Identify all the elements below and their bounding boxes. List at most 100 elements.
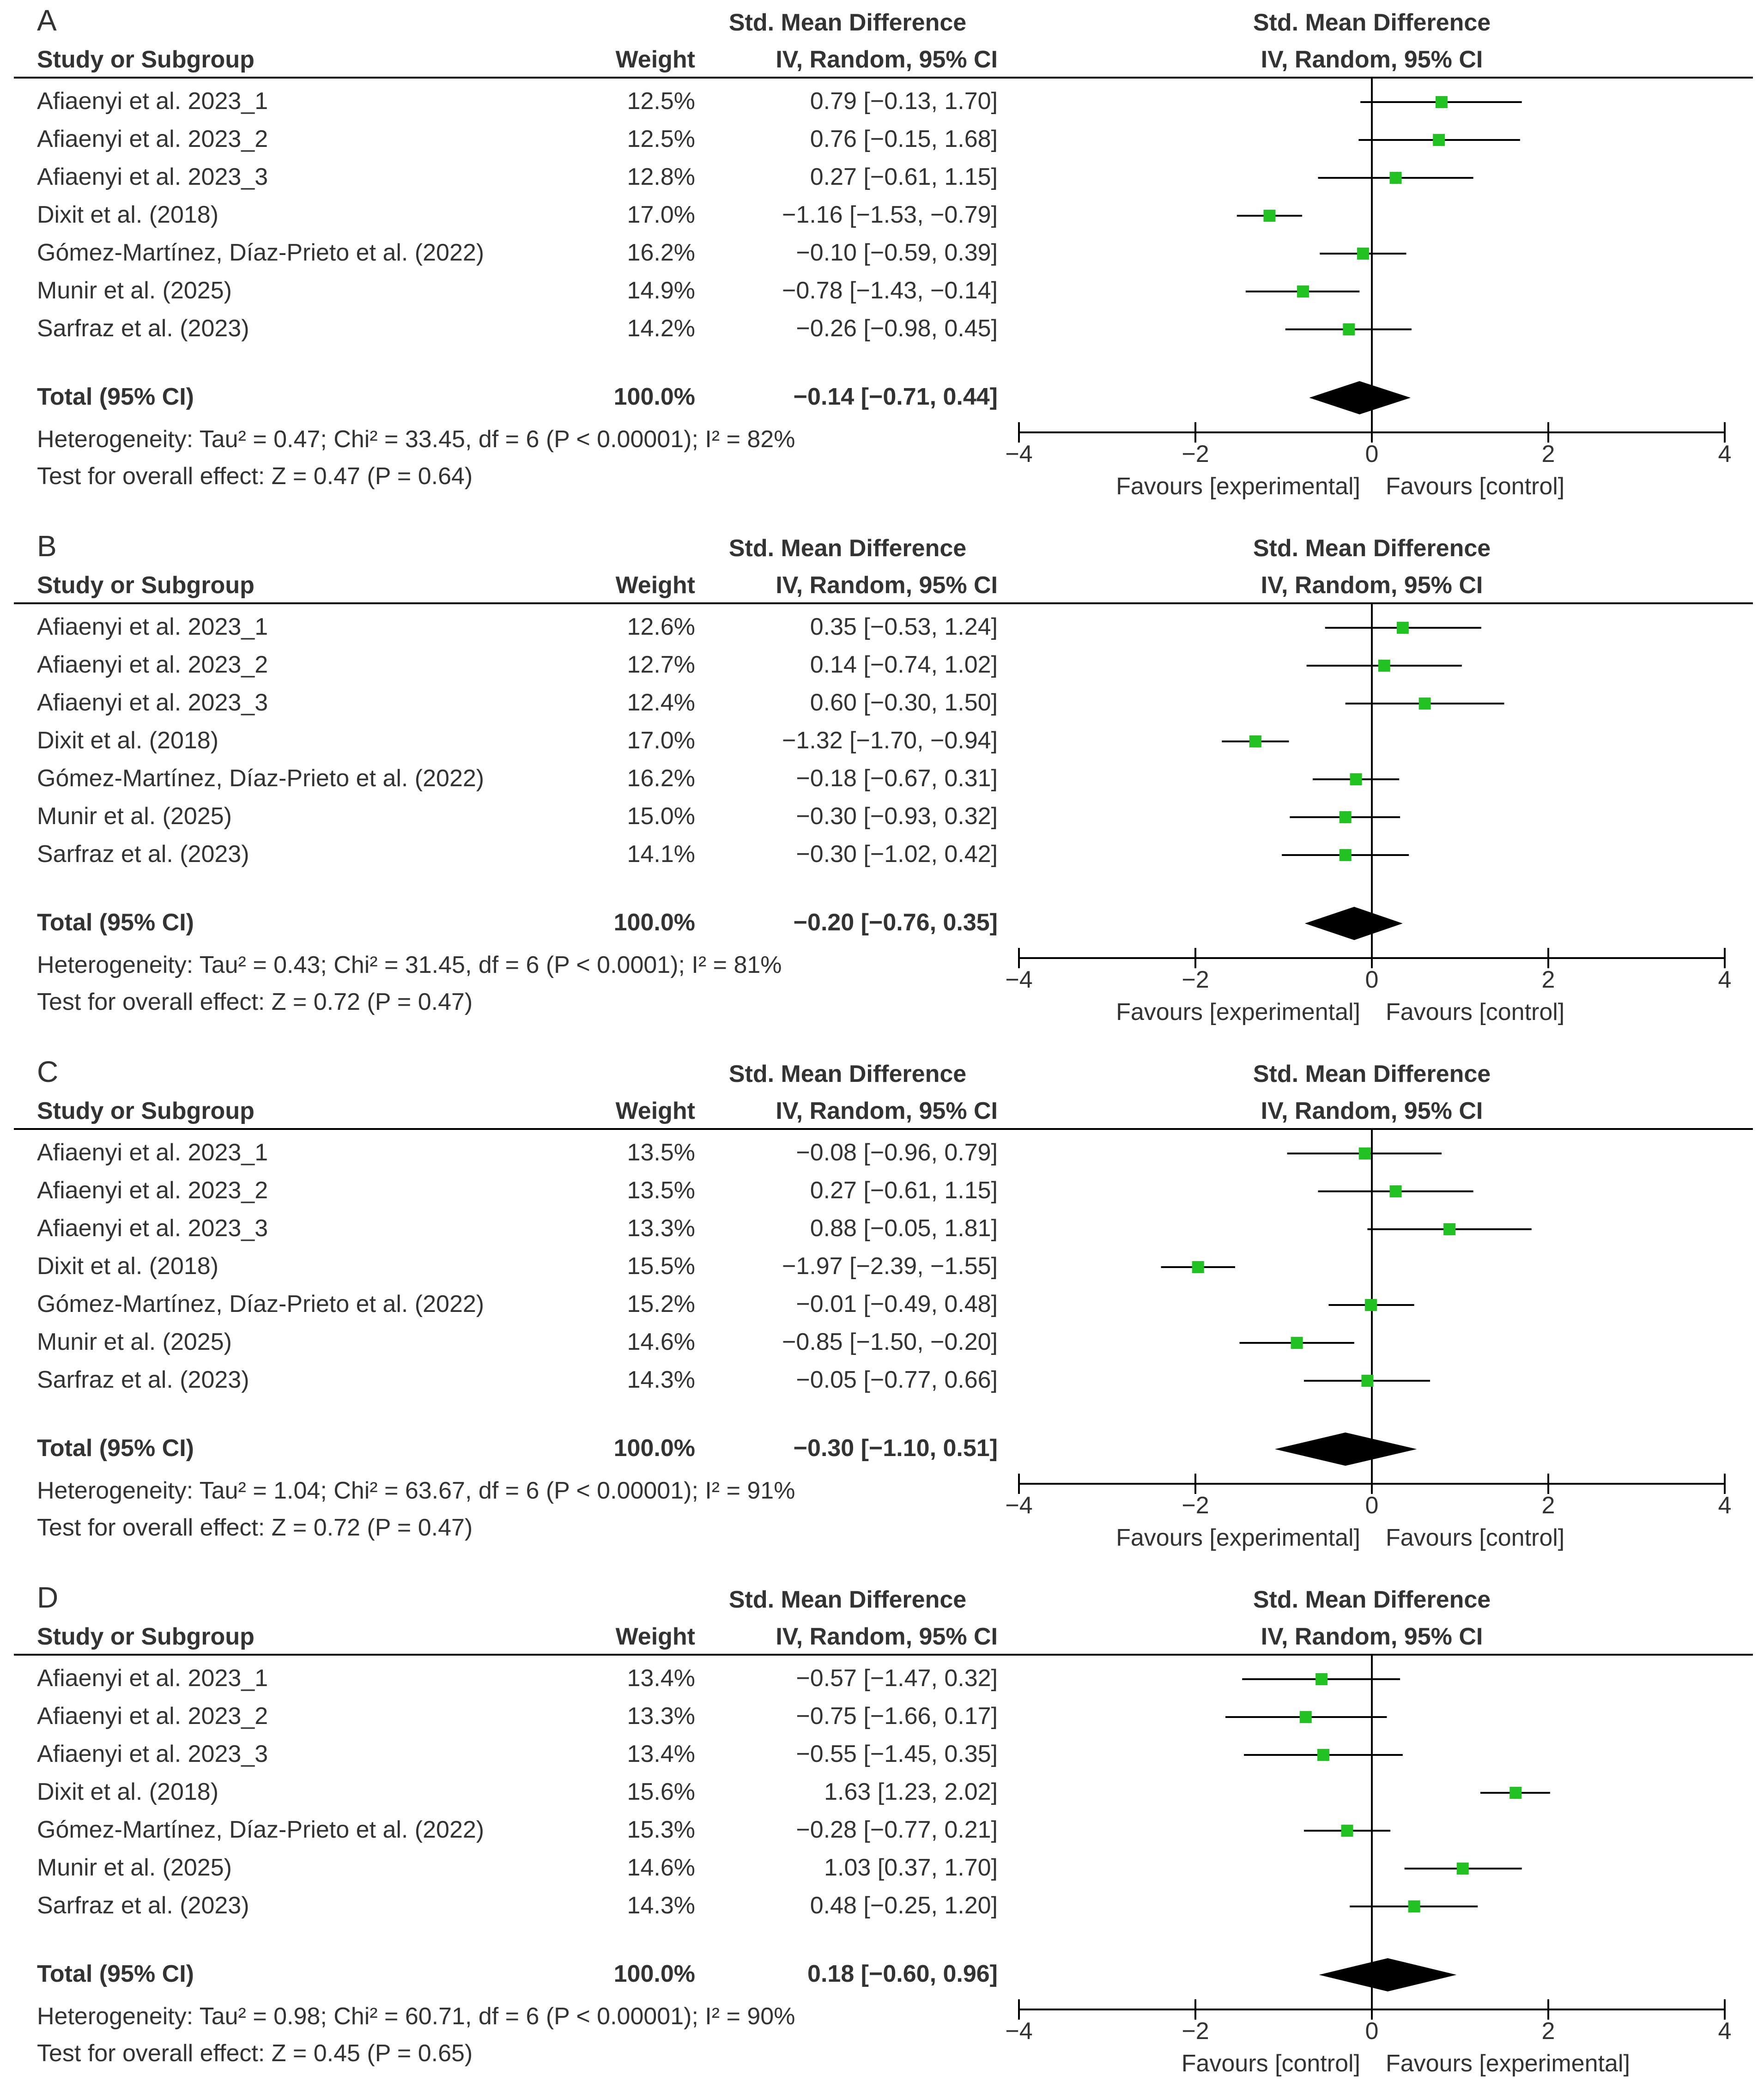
study-point-marker (1299, 1711, 1312, 1723)
study-column-header: Study or Subgroup (37, 46, 255, 73)
study-point-marker (1192, 1261, 1204, 1273)
study-row: Afiaenyi et al. 2023_3 12.4% 0.60 [−0.30, … (37, 689, 1504, 716)
study-row: Afiaenyi et al. 2023_2 13.3% −0.75 [−1.66,… (37, 1703, 1387, 1730)
total-weight: 100.0% (614, 909, 695, 936)
heterogeneity-text: Heterogeneity: Tau² = 1.04; Chi² = 63.67… (37, 1477, 795, 1504)
total-label: Total (95% CI) (37, 909, 194, 936)
study-weight: 15.2% (627, 1291, 695, 1317)
study-row: Afiaenyi et al. 2023_1 13.5% −0.08 [−0.96,… (37, 1139, 1442, 1166)
study-row: Gómez-Martínez, Díaz-Prieto et al. (2022… (37, 239, 1406, 266)
study-ci-text: −0.75 [−1.66, 0.17] (796, 1703, 998, 1730)
total-row: Total (95% CI) 100.0% 0.18 [−0.60, 0.96] (37, 1958, 1457, 1991)
study-weight: 17.0% (627, 201, 695, 228)
study-point-marker (1317, 1749, 1329, 1761)
study-row: Afiaenyi et al. 2023_2 12.7% 0.14 [−0.74, … (37, 651, 1462, 678)
study-weight: 15.5% (627, 1253, 695, 1280)
study-row: Dixit et al. (2018) 17.0% −1.16 [−1.53, −0… (37, 201, 1303, 228)
total-ci-text: 0.18 [−0.60, 0.96] (807, 1960, 998, 1987)
overall-effect-text: Test for overall effect: Z = 0.72 (P = 0… (37, 1514, 473, 1541)
study-name: Afiaenyi et al. 2023_2 (37, 126, 268, 152)
study-name: Munir et al. (2025) (37, 277, 232, 304)
plot-header-sub: IV, Random, 95% CI (1261, 572, 1483, 599)
study-row: Sarfraz et al. (2023) 14.1% −0.30 [−1.02, … (37, 841, 1409, 868)
study-ci-text: 0.27 [−0.61, 1.15] (810, 1177, 998, 1204)
ci-column-header: IV, Random, 95% CI (776, 1098, 998, 1124)
pooled-effect-diamond (1304, 907, 1403, 940)
x-axis-tick-label: 2 (1542, 441, 1555, 467)
study-ci-text: −0.28 [−0.77, 0.21] (796, 1816, 998, 1843)
ci-column-header-top: Std. Mean Difference (729, 1061, 966, 1087)
study-ci-text: −1.97 [−2.39, −1.55] (782, 1253, 998, 1280)
plot-header-top: Std. Mean Difference (1253, 1586, 1491, 1613)
study-weight: 15.6% (627, 1778, 695, 1805)
study-point-marker (1249, 735, 1261, 747)
total-ci-text: −0.30 [−1.10, 0.51] (794, 1435, 998, 1462)
study-row: Sarfraz et al. (2023) 14.3% 0.48 [−0.25, 1… (37, 1892, 1478, 1919)
study-weight: 14.6% (627, 1329, 695, 1355)
study-column-header: Study or Subgroup (37, 1098, 255, 1124)
study-ci-text: −0.18 [−0.67, 0.31] (796, 765, 998, 792)
study-weight: 17.0% (627, 727, 695, 754)
study-weight: 14.2% (627, 315, 695, 342)
weight-column-header: Weight (616, 1623, 695, 1650)
study-name: Dixit et al. (2018) (37, 1253, 218, 1280)
study-name: Afiaenyi et al. 2023_1 (37, 613, 268, 640)
study-row: Sarfraz et al. (2023) 14.3% −0.05 [−0.77, … (37, 1366, 1431, 1393)
study-ci-text: 0.60 [−0.30, 1.50] (810, 689, 998, 716)
study-name: Gómez-Martínez, Díaz-Prieto et al. (2022… (37, 1291, 484, 1317)
heterogeneity-text: Heterogeneity: Tau² = 0.98; Chi² = 60.71… (37, 2003, 795, 2030)
study-weight: 12.5% (627, 88, 695, 115)
study-weight: 15.3% (627, 1816, 695, 1843)
heterogeneity-text: Heterogeneity: Tau² = 0.47; Chi² = 33.45… (37, 426, 795, 453)
study-weight: 12.7% (627, 651, 695, 678)
study-row: Dixit et al. (2018) 15.5% −1.97 [−2.39, −1… (37, 1253, 1235, 1280)
study-weight: 13.3% (627, 1215, 695, 1242)
overall-effect-text: Test for overall effect: Z = 0.72 (P = 0… (37, 989, 473, 1015)
study-point-marker (1365, 1299, 1377, 1311)
x-axis-tick-label: 0 (1365, 2018, 1379, 2045)
study-name: Afiaenyi et al. 2023_1 (37, 88, 268, 115)
study-point-marker (1339, 811, 1352, 823)
panel-label: D (37, 1581, 58, 1614)
ci-column-header-top: Std. Mean Difference (729, 9, 966, 36)
pooled-effect-diamond (1319, 1958, 1457, 1991)
study-name: Sarfraz et al. (2023) (37, 315, 249, 342)
study-weight: 14.3% (627, 1892, 695, 1919)
x-axis-tick-label: −4 (1005, 1492, 1032, 1519)
overall-effect-text: Test for overall effect: Z = 0.45 (P = 0… (37, 2040, 473, 2067)
favours-left-label: Favours [experimental] (1116, 999, 1360, 1026)
plot-header-top: Std. Mean Difference (1253, 535, 1491, 562)
study-weight: 13.4% (627, 1665, 695, 1692)
study-name: Gómez-Martínez, Díaz-Prieto et al. (2022… (37, 239, 484, 266)
x-axis-tick-label: −2 (1182, 1492, 1209, 1519)
heterogeneity-text: Heterogeneity: Tau² = 0.43; Chi² = 31.45… (37, 952, 782, 978)
study-row: Gómez-Martínez, Díaz-Prieto et al. (2022… (37, 1291, 1414, 1317)
favours-right-label: Favours [control] (1386, 1524, 1564, 1551)
x-axis-tick-label: −4 (1005, 2018, 1032, 2045)
study-row: Sarfraz et al. (2023) 14.2% −0.26 [−0.98, … (37, 315, 1412, 342)
study-name: Afiaenyi et al. 2023_2 (37, 651, 268, 678)
favours-left-label: Favours [experimental] (1116, 1524, 1360, 1551)
study-column-header: Study or Subgroup (37, 572, 255, 599)
total-row: Total (95% CI) 100.0% −0.14 [−0.71, 0.44] (37, 381, 1411, 414)
study-point-marker (1433, 134, 1445, 146)
study-ci-text: 1.03 [0.37, 1.70] (824, 1854, 998, 1881)
study-ci-text: −0.10 [−0.59, 0.39] (796, 239, 998, 266)
study-name: Munir et al. (2025) (37, 803, 232, 830)
study-name: Afiaenyi et al. 2023_3 (37, 1215, 268, 1242)
study-row: Afiaenyi et al. 2023_2 13.5% 0.27 [−0.61, … (37, 1177, 1473, 1204)
study-point-marker (1435, 96, 1448, 108)
study-name: Sarfraz et al. (2023) (37, 1892, 249, 1919)
study-ci-text: −0.55 [−1.45, 0.35] (796, 1741, 998, 1767)
weight-column-header: Weight (616, 572, 695, 599)
study-ci-text: 0.48 [−0.25, 1.20] (810, 1892, 998, 1919)
x-axis-tick-label: 2 (1542, 966, 1555, 993)
study-ci-text: −0.57 [−1.47, 0.32] (796, 1665, 998, 1692)
favours-right-label: Favours [experimental] (1386, 2050, 1630, 2077)
study-point-marker (1418, 698, 1431, 710)
x-axis-tick-label: −2 (1182, 441, 1209, 467)
study-ci-text: −0.78 [−1.43, −0.14] (782, 277, 998, 304)
x-axis-tick-label: 2 (1542, 1492, 1555, 1519)
study-ci-text: 0.79 [−0.13, 1.70] (810, 88, 998, 115)
